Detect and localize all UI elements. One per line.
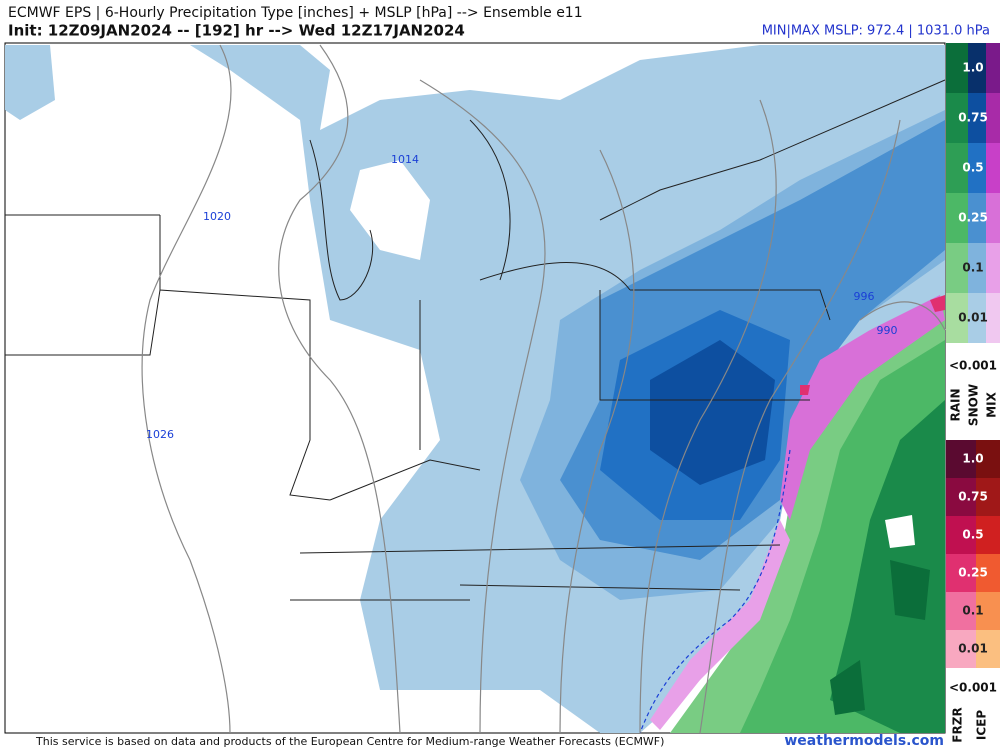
legend-below: <0.001 xyxy=(949,359,997,373)
legend-swatch xyxy=(968,93,986,143)
legend-swatch xyxy=(976,554,1000,592)
legend-level: 0.25 xyxy=(958,211,988,225)
legend: 1.0 0.75 0.5 0.25 0.1 0.01 <0.001 RAIN SNOW MIX 1.… xyxy=(946,43,1000,743)
legend-swatch xyxy=(976,516,1000,554)
legend-level: 0.1 xyxy=(962,604,983,618)
isobar-label: 990 xyxy=(877,324,898,337)
legend-swatch xyxy=(986,43,1000,93)
legend-swatch xyxy=(976,478,1000,516)
legend-swatch xyxy=(986,93,1000,143)
legend-swatch xyxy=(976,630,1000,668)
isobar-label: 996 xyxy=(854,290,875,303)
init-time: Init: 12Z09JAN2024 -- [192] hr --> Wed 1… xyxy=(8,22,465,40)
legend-type: RAIN xyxy=(949,388,963,421)
legend-type: ICEP xyxy=(975,710,989,740)
legend-level: 0.5 xyxy=(962,528,983,542)
legend-level: 0.01 xyxy=(958,311,988,325)
legend-type: SNOW xyxy=(967,384,981,426)
legend-level: 0.75 xyxy=(958,111,988,125)
legend-level: 1.0 xyxy=(962,61,983,75)
footer-notice: This service is based on data and produc… xyxy=(35,735,664,748)
isobar-label: 1014 xyxy=(391,153,419,166)
isobar-label: 1020 xyxy=(203,210,231,223)
legend-swatch xyxy=(946,43,968,93)
legend-level: 0.01 xyxy=(958,642,988,656)
legend-swatch xyxy=(968,243,986,293)
legend-level: 0.5 xyxy=(962,161,983,175)
legend-level: 0.25 xyxy=(958,566,988,580)
legend-swatch xyxy=(946,440,976,478)
legend-swatch xyxy=(946,243,968,293)
legend-below: <0.001 xyxy=(949,681,997,695)
legend-level: 1.0 xyxy=(962,452,983,466)
legend-swatch xyxy=(986,243,1000,293)
legend-swatch xyxy=(968,193,986,243)
mslp-range: MIN|MAX MSLP: 972.4 | 1031.0 hPa xyxy=(762,24,990,39)
legend-type: MIX xyxy=(985,391,999,417)
legend-level: 0.75 xyxy=(958,490,988,504)
legend-swatch xyxy=(968,293,986,343)
legend-level: 0.1 xyxy=(962,261,983,275)
legend-swatch xyxy=(946,293,968,343)
legend-swatch xyxy=(976,592,1000,630)
legend-swatch xyxy=(986,293,1000,343)
isobar-label: 1026 xyxy=(146,428,174,441)
legend-swatch xyxy=(946,554,976,592)
legend-swatch xyxy=(946,592,976,630)
legend-swatch xyxy=(946,630,976,668)
legend-swatch xyxy=(986,193,1000,243)
legend-swatch xyxy=(946,93,968,143)
legend-swatch xyxy=(946,193,968,243)
legend-swatch xyxy=(968,43,986,93)
legend-swatch xyxy=(968,143,986,193)
legend-swatch xyxy=(946,516,976,554)
legend-swatch xyxy=(946,478,976,516)
title: ECMWF EPS | 6-Hourly Precipitation Type … xyxy=(8,5,583,21)
footer-site: weathermodels.com xyxy=(784,733,944,749)
legend-type: FRZR xyxy=(951,707,965,742)
legend-swatch xyxy=(986,143,1000,193)
legend-swatch xyxy=(976,440,1000,478)
map: 1014 1020 1026 996 990 xyxy=(4,42,946,734)
legend-swatch xyxy=(946,143,968,193)
